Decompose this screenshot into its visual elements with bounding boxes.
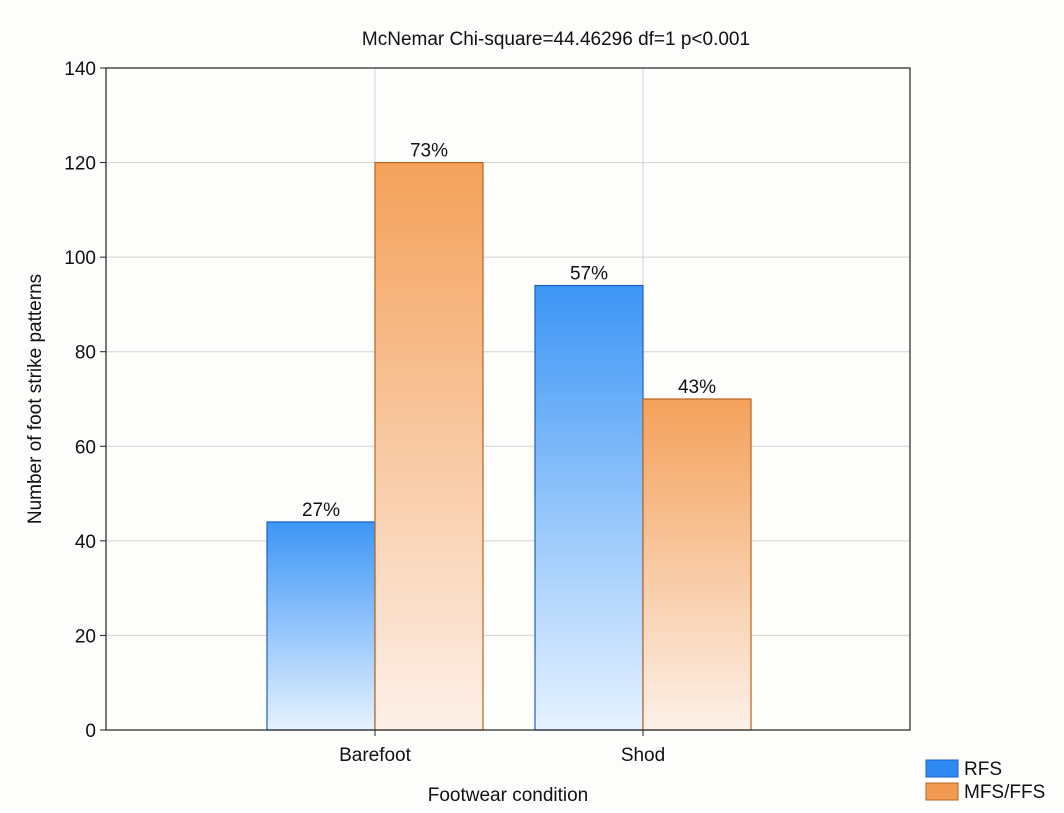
y-axis-ticks: 0 20 40 60 80 100 120 140 bbox=[64, 59, 106, 742]
y-tick-label: 80 bbox=[75, 343, 96, 364]
bar-rfs-barefoot bbox=[266, 521, 376, 731]
legend-swatch-mfs-ffs bbox=[925, 782, 959, 801]
x-axis-label: Footwear condition bbox=[428, 785, 589, 806]
grid-lines bbox=[106, 68, 910, 730]
legend: RFS MFS/FFS bbox=[925, 759, 1045, 803]
legend-label-rfs: RFS bbox=[964, 759, 1002, 780]
bar-mfs-ffs-shod bbox=[642, 398, 752, 731]
y-tick-label: 120 bbox=[64, 154, 96, 175]
y-tick-label: 40 bbox=[75, 532, 96, 553]
y-tick-label: 0 bbox=[85, 721, 96, 742]
bar-value-label: 27% bbox=[302, 500, 340, 521]
bar-value-label: 73% bbox=[410, 141, 448, 162]
legend-swatch-rfs bbox=[925, 759, 959, 778]
y-tick-label: 100 bbox=[64, 248, 96, 269]
x-tick-label: Shod bbox=[621, 745, 665, 766]
bar-mfs-ffs-barefoot bbox=[374, 161, 484, 731]
bar-value-label: 57% bbox=[570, 264, 608, 285]
bars bbox=[266, 161, 752, 731]
plot-frame bbox=[105, 67, 911, 731]
bar-rfs-shod bbox=[534, 284, 644, 731]
chart-title: McNemar Chi-square=44.46296 df=1 p<0.001 bbox=[362, 29, 750, 50]
x-axis-ticks: Barefoot Shod bbox=[339, 730, 665, 766]
y-tick-label: 140 bbox=[64, 59, 96, 80]
x-tick-label: Barefoot bbox=[339, 745, 412, 766]
legend-label-mfs-ffs: MFS/FFS bbox=[964, 782, 1045, 803]
data-labels: 27% 57% 73% 43% bbox=[302, 141, 716, 521]
y-axis-label: Number of foot strike patterns bbox=[25, 274, 46, 524]
y-tick-label: 20 bbox=[75, 626, 96, 647]
bar-value-label: 43% bbox=[678, 377, 716, 398]
y-tick-label: 60 bbox=[75, 437, 96, 458]
